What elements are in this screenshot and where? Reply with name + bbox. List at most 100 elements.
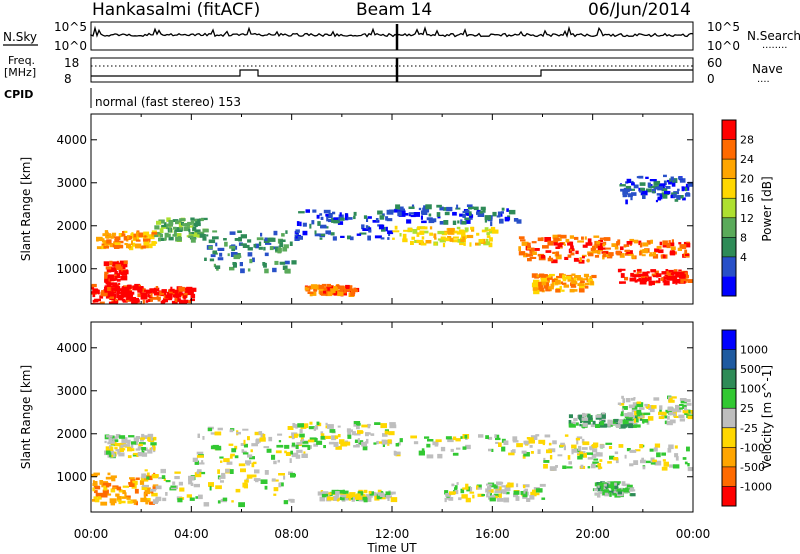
noise-right-label: N.Search [747,29,800,43]
power-band-1 [142,286,197,304]
power-colorbar-tick-5: 8 [740,231,747,244]
power-colorbar-tick-2: 20 [740,173,754,186]
velocity-band-10 [568,412,645,429]
velocity-colorbar-tick-3: 25 [740,402,754,415]
time-tick-5: 20:00 [575,527,610,541]
power-colorbar-swatch-0 [722,276,736,296]
velocity-ylabel: Slant Range [km] [19,365,33,469]
power-band-12 [594,238,691,260]
power-ytick-1: 3000 [56,176,87,190]
velocity-colorbar-tick-0: 1000 [740,344,768,357]
power-band-14 [619,174,693,205]
velocity-colorbar-swatch-5 [722,388,736,409]
power-ytick-3: 1000 [56,262,87,276]
power-ytick-0: 4000 [56,133,87,147]
time-tick-3: 12:00 [375,527,410,541]
power-colorbar: 28 24 20 16 12 8 4 [721,119,754,297]
freq-label-1: Freq. [8,54,35,67]
frequency-panel: Freq. [MHz] 18 8 60 0 Nave .... [4,54,783,86]
cpid-text: normal (fast stereo) 153 [95,95,241,109]
time-tick-0: 00:00 [74,527,109,541]
velocity-panel: 4000 3000 2000 1000 Slant Range [km] 1000 50… [19,321,774,513]
velocity-colorbar-swatch-8 [722,330,736,350]
power-heatmap [91,174,693,304]
date-title: 06/Jun/2014 [588,0,691,20]
time-tick-4: 16:00 [475,527,510,541]
velocity-band-1 [141,468,296,508]
velocity-colorbar-swatch-7 [722,349,736,370]
velocity-colorbar-swatch-6 [722,369,736,389]
power-colorbar-tick-3: 16 [740,192,754,205]
power-band-6 [294,209,395,241]
power-band-3 [96,230,160,251]
nave-legend: .... [757,74,770,85]
power-colorbar-swatch-6 [722,159,736,179]
velocity-colorbar-tick-6: -500 [740,461,765,474]
power-colorbar-swatch-2 [722,237,736,257]
power-band-11 [531,273,597,295]
power-colorbar-label: Power [dB] [760,176,774,241]
power-band-9 [394,204,522,227]
velocity-colorbar-tick-4: -25 [740,422,758,435]
power-band-4 [154,217,209,243]
power-band-5 [204,230,297,274]
time-tick-2: 08:00 [274,527,309,541]
freq-tick-top: 18 [64,56,79,70]
noise-right-tick-top: 10^5 [707,20,740,34]
velocity-band-0 [91,472,159,506]
velocity-band-8 [543,442,693,472]
beam-title: Beam 14 [356,0,433,20]
power-band-2 [103,260,130,299]
site-title: Hankasalmi (fitACF) [92,0,261,20]
power-colorbar-swatch-7 [722,139,736,160]
nave-tick-bottom: 0 [707,72,715,86]
velocity-band-6 [393,434,598,460]
cpid-panel: CPID normal (fast stereo) 153 [4,88,241,109]
freq-label-2: [MHz] [4,66,36,79]
power-band-13 [617,268,693,286]
power-colorbar-swatch-3 [722,217,736,238]
velocity-band-2 [104,433,157,459]
velocity-colorbar: 1000 500 100 25 -25 -100 -500 -1000 [721,329,772,507]
velocity-band-3 [192,425,308,468]
velocity-heatmap [91,395,693,508]
nave-label: Nave [752,62,783,76]
power-colorbar-swatch-8 [722,120,736,140]
power-colorbar-swatch-4 [722,198,736,218]
time-tick-1: 04:00 [174,527,209,541]
velocity-colorbar-tick-1: 500 [740,363,761,376]
velocity-band-9 [592,481,636,498]
velocity-band-4 [291,421,397,451]
power-colorbar-tick-4: 12 [740,212,754,225]
velocity-ytick-0: 4000 [56,341,87,355]
noise-right-legend: ........ [762,40,787,51]
freq-tick-bottom: 8 [64,72,72,86]
nave-line [91,69,693,77]
velocity-band-7 [444,481,546,503]
power-band-10 [518,234,611,264]
power-colorbar-swatch-5 [722,178,736,199]
velocity-ytick-1: 3000 [56,384,87,398]
noise-left-tick-top: 10^5 [54,20,87,34]
noise-right-tick-bottom: 10^0 [707,39,740,53]
noise-panel: N.Sky 10^5 10^0 10^5 10^0 N.Search .....… [3,20,800,53]
velocity-ytick-3: 1000 [56,470,87,484]
time-axis: 00:00 04:00 08:00 12:00 16:00 20:00 00:00 [74,527,711,541]
velocity-colorbar-tick-7: -1000 [740,480,772,493]
velocity-colorbar-tick-2: 100 [740,383,761,396]
velocity-colorbar-label: Velocity [m s^-1] [760,365,774,469]
power-colorbar-tick-1: 24 [740,153,754,166]
velocity-colorbar-swatch-0 [722,486,736,506]
power-band-8 [392,225,499,248]
velocity-colorbar-swatch-4 [722,408,736,428]
velocity-colorbar-swatch-3 [722,427,736,448]
noise-left-label: N.Sky [3,30,37,44]
nave-tick-top: 60 [707,56,722,70]
velocity-colorbar-swatch-2 [722,447,736,467]
noise-left-tick-bottom: 10^0 [54,39,87,53]
velocity-colorbar-tick-5: -100 [740,441,765,454]
power-colorbar-swatch-1 [722,256,736,277]
time-tick-6: 00:00 [676,527,711,541]
power-ytick-2: 2000 [56,219,87,233]
